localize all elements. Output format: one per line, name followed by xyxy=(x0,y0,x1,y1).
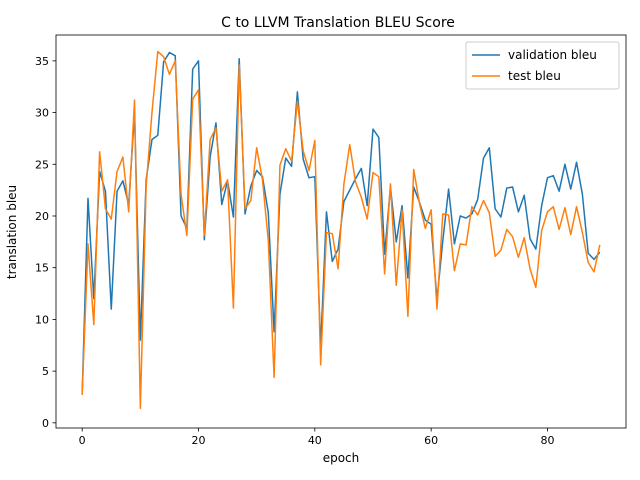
plot-series xyxy=(81,50,601,410)
y-axis: 0 5 10 15 20 25 30 35 xyxy=(35,55,56,430)
y-tick-label: 10 xyxy=(35,313,49,326)
x-tick-label: 60 xyxy=(424,434,438,447)
y-tick-label: 20 xyxy=(35,210,49,223)
y-tick-label: 15 xyxy=(35,262,49,275)
x-axis-label: epoch xyxy=(323,451,360,465)
legend-label-0: validation bleu xyxy=(508,48,597,62)
x-tick-label: 20 xyxy=(192,434,206,447)
y-axis-label: translation bleu xyxy=(5,185,19,279)
legend-label-1: test bleu xyxy=(508,69,561,83)
x-tick-label: 40 xyxy=(308,434,322,447)
y-tick-label: 30 xyxy=(35,107,49,120)
series-line-1 xyxy=(81,50,601,410)
plot-frame xyxy=(55,34,627,429)
legend-box xyxy=(465,41,620,90)
x-tick-label: 80 xyxy=(540,434,554,447)
legend: validation bleu test bleu xyxy=(465,41,620,90)
x-axis: 0 20 40 60 80 xyxy=(79,428,554,447)
y-tick-label: 35 xyxy=(35,55,49,68)
y-tick-label: 25 xyxy=(35,158,49,171)
y-tick-label: 0 xyxy=(42,417,49,430)
chart-title: C to LLVM Translation BLEU Score xyxy=(221,15,455,31)
y-tick-label: 5 xyxy=(42,365,49,378)
x-tick-label: 0 xyxy=(79,434,86,447)
